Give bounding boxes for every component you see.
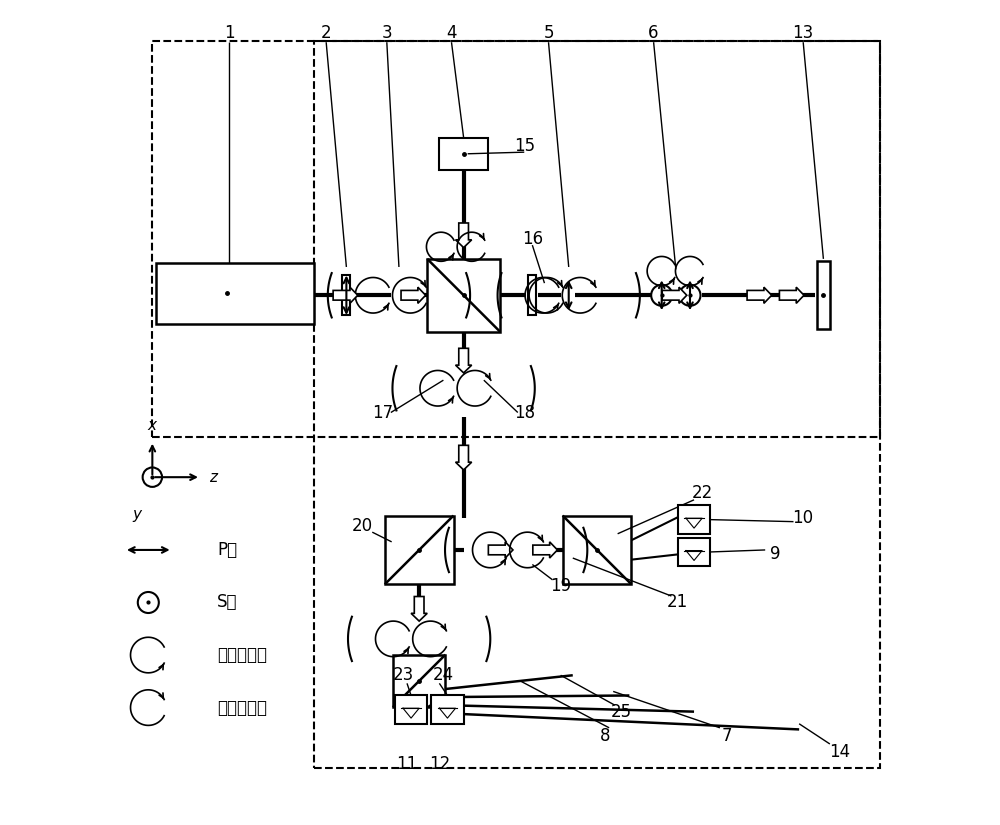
Text: 14: 14 <box>829 743 850 761</box>
Polygon shape <box>333 287 358 304</box>
Text: 18: 18 <box>514 403 535 422</box>
Text: 4: 4 <box>446 23 457 41</box>
Text: 20: 20 <box>352 516 373 535</box>
Text: $y$: $y$ <box>132 508 144 524</box>
Text: 12: 12 <box>429 755 450 773</box>
Text: $x$: $x$ <box>147 417 158 432</box>
Polygon shape <box>662 287 687 304</box>
Text: 2: 2 <box>321 23 331 41</box>
Text: 11: 11 <box>396 755 418 773</box>
Text: S光: S光 <box>217 593 238 611</box>
Bar <box>152 40 880 436</box>
Bar <box>393 655 445 707</box>
Text: 17: 17 <box>372 403 393 422</box>
Text: P光: P光 <box>217 541 237 559</box>
Bar <box>395 695 427 724</box>
Text: 右旋偏振光: 右旋偏振光 <box>217 699 267 717</box>
Text: 21: 21 <box>667 593 688 611</box>
Bar <box>439 138 488 170</box>
Polygon shape <box>779 287 804 304</box>
Polygon shape <box>456 223 472 248</box>
Bar <box>563 516 631 584</box>
Polygon shape <box>456 348 472 373</box>
Text: 22: 22 <box>692 484 713 502</box>
Bar <box>528 275 536 315</box>
Bar <box>156 263 314 323</box>
Bar <box>678 506 710 534</box>
Text: 左旋偏振光: 左旋偏振光 <box>217 646 267 664</box>
Text: 5: 5 <box>543 23 554 41</box>
Polygon shape <box>401 287 426 304</box>
Text: $z$: $z$ <box>209 469 219 484</box>
Text: 9: 9 <box>770 545 780 563</box>
Bar <box>314 40 880 768</box>
Text: 25: 25 <box>611 703 632 721</box>
Text: 8: 8 <box>600 727 610 745</box>
Text: 6: 6 <box>648 23 659 41</box>
Text: 7: 7 <box>721 727 732 745</box>
Polygon shape <box>456 446 472 470</box>
Bar <box>817 262 830 329</box>
Text: 13: 13 <box>793 23 814 41</box>
Text: 10: 10 <box>793 508 814 526</box>
Polygon shape <box>411 596 427 621</box>
Text: 15: 15 <box>514 137 535 155</box>
Text: 16: 16 <box>522 229 543 248</box>
Bar <box>678 538 710 566</box>
Bar <box>427 259 500 332</box>
Polygon shape <box>488 542 513 558</box>
Text: 3: 3 <box>381 23 392 41</box>
Text: 23: 23 <box>392 667 414 684</box>
Text: 24: 24 <box>433 667 454 684</box>
Text: 19: 19 <box>550 578 571 596</box>
Bar <box>342 275 350 315</box>
Polygon shape <box>533 542 557 558</box>
Bar <box>385 516 454 584</box>
Polygon shape <box>747 287 772 304</box>
Bar <box>431 695 464 724</box>
Text: 1: 1 <box>224 23 234 41</box>
